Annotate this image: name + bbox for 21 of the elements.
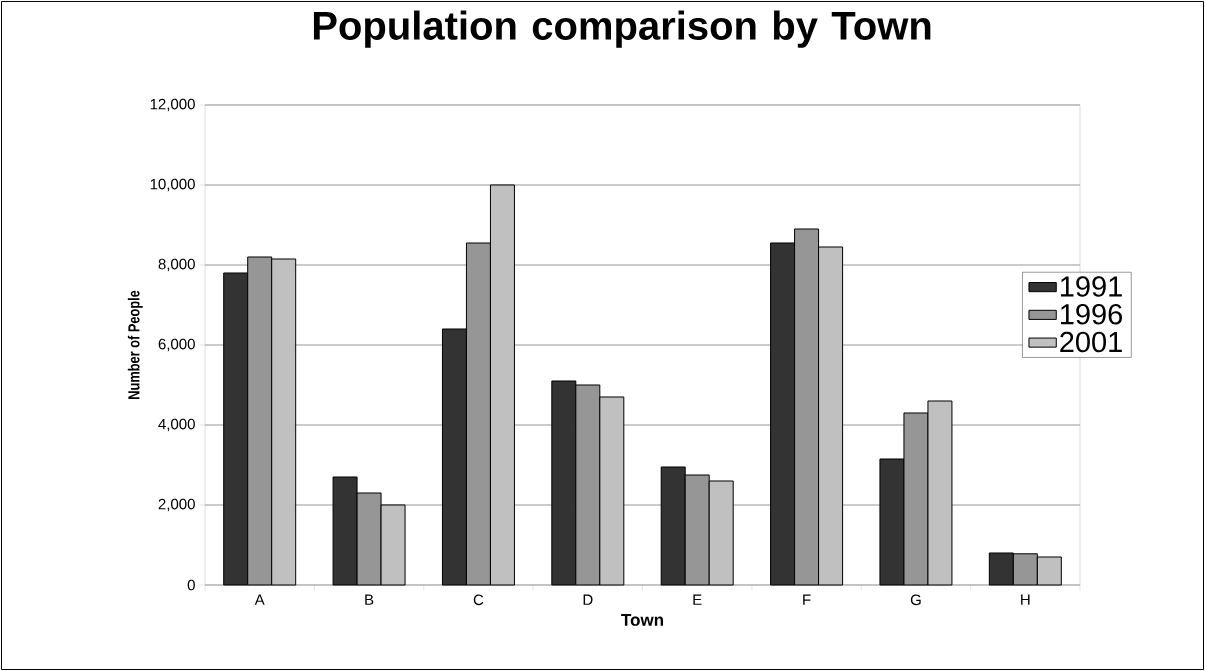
legend-label: 2001	[1060, 331, 1122, 353]
y-axis-title: Number of People	[127, 290, 143, 399]
y-tick-label: 8,000	[158, 258, 195, 272]
x-axis-title: Town	[621, 614, 664, 626]
x-tick-label: G	[910, 594, 921, 606]
y-tick-label: 0	[187, 579, 195, 591]
x-tick-label: F	[803, 594, 811, 605]
y-tick-label: 6,000	[158, 338, 195, 352]
y-tick-label: 12,000	[150, 98, 195, 112]
y-tick-label: 10,000	[150, 178, 195, 192]
legend-label: 1996	[1060, 303, 1122, 325]
x-tick-label: H	[1021, 594, 1030, 605]
chart-title: Population comparison by Town	[313, 10, 931, 48]
x-tick-label: B	[365, 594, 374, 605]
y-tick-label: 2,000	[158, 498, 195, 512]
x-tick-label: E	[693, 594, 702, 605]
x-tick-label: A	[254, 594, 265, 605]
x-tick-label: C	[473, 594, 484, 606]
x-tick-label: D	[583, 594, 593, 605]
y-tick-label: 4,000	[158, 418, 195, 432]
legend-label: 1991	[1060, 276, 1122, 297]
